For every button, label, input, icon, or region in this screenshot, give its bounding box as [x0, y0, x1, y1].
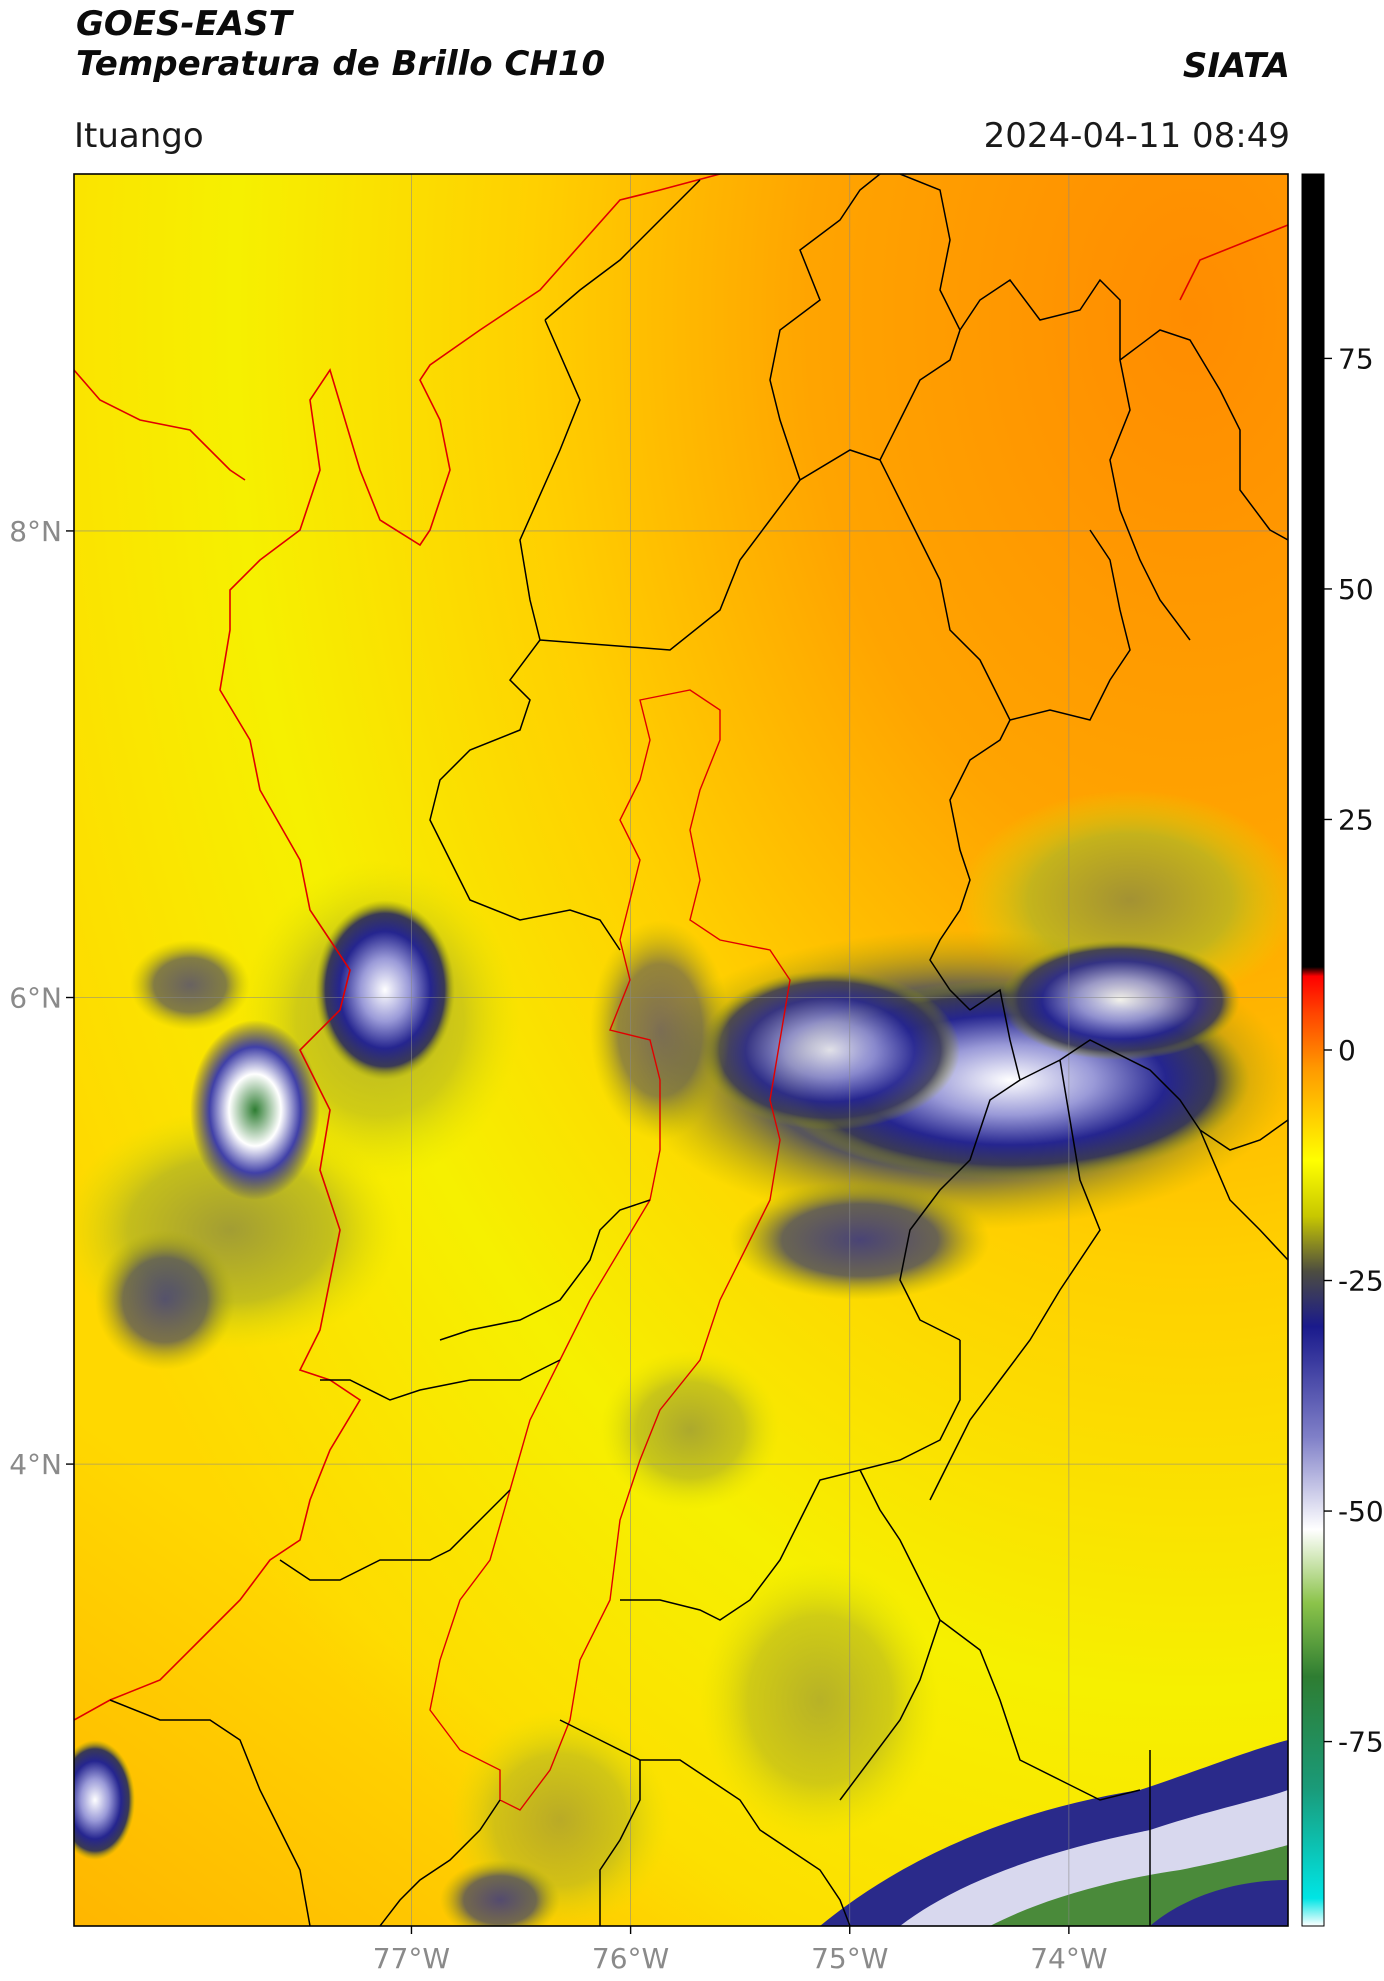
coastline-west	[74, 369, 246, 481]
timestamp-label: 2024-04-11 08:49	[983, 116, 1290, 156]
lat-tick-label: 4°N	[9, 1448, 62, 1481]
lon-tick-label: 75°W	[811, 1942, 888, 1975]
lat-tick-label: 8°N	[9, 515, 62, 548]
boundaries	[74, 174, 1288, 1926]
lon-tick-label: 76°W	[592, 1942, 669, 1975]
lon-tick-label: 74°W	[1030, 1942, 1107, 1975]
department-boundaries	[109, 174, 1288, 1926]
product-title: Temperatura de Brillo CH10	[76, 44, 606, 84]
colorbar-ramp	[1301, 173, 1325, 1927]
lat-tick-label: 6°N	[9, 982, 62, 1015]
colorbar: 75 50 25 0 -25 -50 -75	[1301, 173, 1384, 1927]
coastline-caribbean	[1179, 224, 1288, 301]
colorbar-tick-label: 25	[1338, 803, 1374, 836]
satellite-imagery	[74, 174, 1288, 1926]
latitude-labels: 8°N 6°N 4°N	[9, 515, 74, 1481]
location-label: Ituango	[74, 116, 204, 156]
graticule	[74, 174, 1288, 1926]
colorbar-tick-label: -50	[1338, 1495, 1384, 1528]
colorbar-tick-label: 75	[1338, 342, 1374, 375]
brand-label: SIATA	[1182, 46, 1290, 86]
colorbar-tick-label: 50	[1338, 573, 1374, 606]
lon-tick-label: 77°W	[373, 1942, 450, 1975]
map-frame	[73, 173, 1289, 1927]
colorbar-tick-label: 0	[1338, 1034, 1356, 1067]
satellite-title: GOES-EAST	[76, 4, 292, 44]
longitude-labels: 77°W 76°W 75°W 74°W	[373, 1926, 1108, 1975]
valley-boundary	[429, 689, 791, 1811]
colorbar-tick-label: -25	[1338, 1265, 1384, 1298]
coastline	[74, 174, 721, 1721]
colorbar-tick-label: -75	[1338, 1726, 1384, 1759]
